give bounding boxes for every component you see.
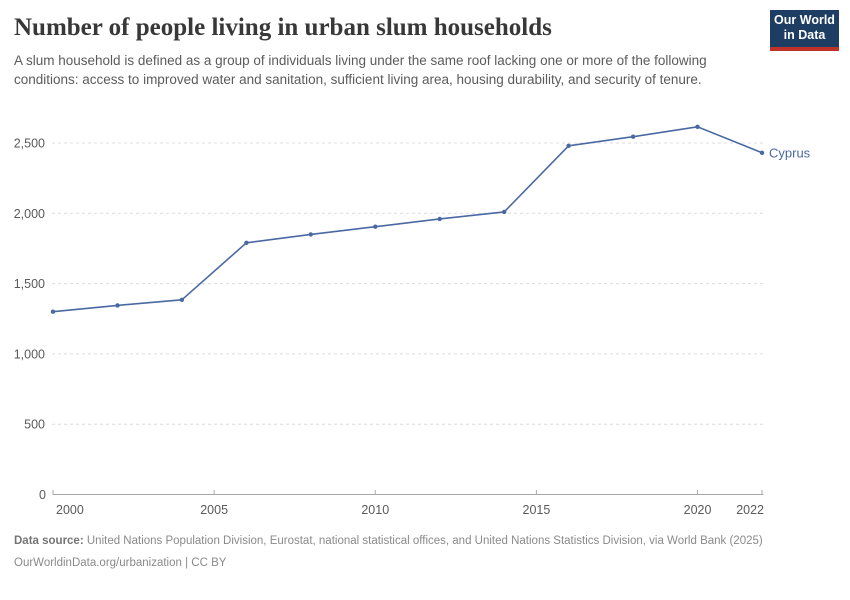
data-point[interactable] bbox=[566, 143, 571, 148]
series-label[interactable]: Cyprus bbox=[769, 145, 811, 160]
data-source-line: Data source: United Nations Population D… bbox=[14, 533, 814, 550]
x-tick-label: 2015 bbox=[523, 503, 551, 517]
data-point[interactable] bbox=[373, 224, 378, 229]
x-tick-label: 2022 bbox=[736, 503, 764, 517]
chart-footer: Data source: United Nations Population D… bbox=[14, 533, 814, 572]
x-tick-label: 2000 bbox=[56, 503, 84, 517]
page-title: Number of people living in urban slum ho… bbox=[14, 14, 552, 41]
x-tick-label: 2005 bbox=[200, 503, 228, 517]
data-source-label: Data source: bbox=[14, 535, 84, 547]
x-tick-label: 2020 bbox=[684, 503, 712, 517]
y-tick-label: 500 bbox=[24, 418, 45, 432]
footer-note: OurWorldinData.org/urbanization | CC BY bbox=[14, 555, 814, 572]
data-point[interactable] bbox=[437, 216, 442, 222]
cc-by-link[interactable]: CC BY bbox=[191, 557, 227, 569]
data-point[interactable] bbox=[50, 309, 56, 314]
line-chart[interactable]: 0 500 1,000 1,500 2,000 2,500 2000 2005 2010 2015… bbox=[0, 0, 850, 528]
data-source-text: United Nations Population Division, Euro… bbox=[83, 535, 763, 547]
data-point[interactable] bbox=[630, 134, 636, 139]
data-point[interactable] bbox=[115, 303, 120, 308]
chart-subtitle: A slum household is defined as a group o… bbox=[14, 53, 707, 87]
x-tick-label: 2010 bbox=[361, 503, 389, 517]
owid-url-link[interactable]: OurWorldinData.org/urbanization bbox=[14, 557, 182, 569]
data-point[interactable] bbox=[695, 124, 700, 129]
footer-separator: | bbox=[181, 557, 192, 569]
data-point[interactable] bbox=[308, 232, 313, 237]
data-point[interactable] bbox=[179, 297, 185, 302]
data-point[interactable] bbox=[502, 209, 507, 215]
y-tick-label: 2,000 bbox=[14, 207, 45, 221]
owid-logo-line1: Our World bbox=[774, 13, 835, 27]
data-point[interactable] bbox=[244, 240, 249, 245]
y-tick-label: 0 bbox=[39, 488, 46, 502]
owid-logo-line2: in Data bbox=[783, 28, 826, 42]
data-point[interactable] bbox=[759, 150, 765, 155]
y-tick-label: 2,500 bbox=[14, 137, 45, 151]
y-tick-label: 1,500 bbox=[14, 277, 45, 291]
data-line[interactable] bbox=[52, 126, 763, 313]
owid-logo[interactable]: Our World in Data bbox=[770, 10, 839, 51]
chart-header: Number of people living in urban slum ho… bbox=[14, 13, 836, 89]
y-tick-label: 1,000 bbox=[14, 347, 45, 361]
